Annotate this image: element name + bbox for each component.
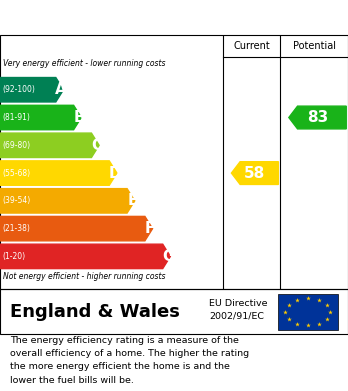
FancyArrow shape (289, 106, 346, 129)
Bar (278, 294, 338, 330)
Text: EU Directive
2002/91/EC: EU Directive 2002/91/EC (209, 299, 267, 320)
Text: A: A (55, 82, 67, 97)
Text: (1-20): (1-20) (3, 252, 26, 261)
Text: (92-100): (92-100) (3, 85, 35, 94)
Text: (55-68): (55-68) (3, 169, 31, 178)
FancyArrow shape (0, 188, 135, 213)
FancyArrow shape (0, 216, 152, 241)
Text: 83: 83 (307, 110, 328, 125)
Text: Current: Current (233, 41, 270, 51)
FancyArrow shape (0, 133, 99, 158)
Text: (21-38): (21-38) (3, 224, 31, 233)
Text: G: G (162, 249, 174, 264)
Text: B: B (73, 110, 85, 125)
FancyArrow shape (0, 105, 81, 130)
Text: C: C (91, 138, 102, 153)
FancyArrow shape (0, 77, 63, 102)
FancyArrow shape (0, 244, 171, 269)
Text: F: F (145, 221, 156, 236)
Text: England & Wales: England & Wales (10, 303, 180, 321)
Text: Very energy efficient - lower running costs: Very energy efficient - lower running co… (3, 59, 166, 68)
Text: D: D (108, 165, 121, 181)
Text: (39-54): (39-54) (3, 196, 31, 205)
Text: The energy efficiency rating is a measure of the
overall efficiency of a home. T: The energy efficiency rating is a measur… (10, 336, 250, 385)
Text: E: E (127, 193, 138, 208)
Text: Not energy efficient - higher running costs: Not energy efficient - higher running co… (3, 271, 166, 281)
FancyArrow shape (0, 161, 117, 185)
Text: (69-80): (69-80) (3, 141, 31, 150)
FancyArrow shape (231, 162, 278, 185)
Text: (81-91): (81-91) (3, 113, 31, 122)
Text: Potential: Potential (293, 41, 335, 51)
Text: Energy Efficiency Rating: Energy Efficiency Rating (10, 9, 240, 27)
Text: 58: 58 (244, 165, 266, 181)
